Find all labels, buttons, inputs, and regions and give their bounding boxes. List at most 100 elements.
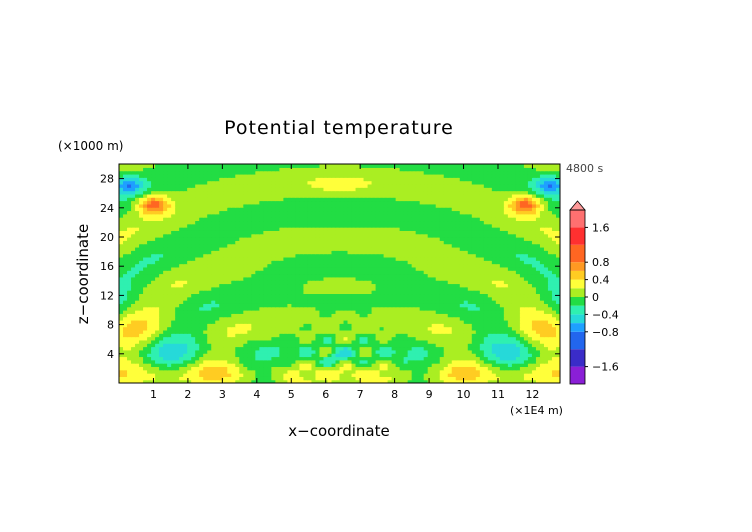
field-cell (543, 359, 549, 364)
field-cell (471, 359, 477, 364)
field-cell (251, 280, 256, 285)
field-cell (183, 296, 188, 301)
field-cell (471, 333, 477, 338)
field-cell (267, 310, 272, 314)
field-cell (383, 273, 389, 278)
field-cell (359, 319, 365, 324)
field-cell (535, 303, 541, 308)
field-cell (519, 339, 525, 344)
field-cell (535, 237, 541, 241)
field-cell (335, 260, 341, 265)
field-cell (391, 237, 397, 241)
field-cell (335, 286, 341, 291)
field-cell (199, 356, 204, 361)
field-cell (403, 379, 409, 383)
field-cell (263, 316, 268, 321)
field-cell (275, 369, 280, 374)
field-cell (503, 359, 509, 364)
field-cell (499, 250, 505, 255)
field-cell (531, 250, 537, 255)
field-cell (287, 349, 292, 354)
field-cell (231, 326, 236, 331)
field-cell (211, 363, 216, 368)
field-cell (487, 246, 493, 251)
field-cell (463, 250, 469, 255)
field-cell (551, 313, 557, 318)
field-cell (355, 339, 361, 344)
field-cell (175, 246, 180, 251)
field-cell (435, 270, 441, 275)
field-cell (499, 270, 505, 275)
field-cell (447, 379, 453, 383)
field-cell (355, 273, 361, 278)
field-cell (287, 316, 292, 321)
field-cell (123, 379, 128, 383)
field-cell (151, 329, 156, 334)
field-cell (407, 379, 413, 383)
field-cell (175, 250, 180, 255)
field-cell (363, 313, 369, 318)
field-cell (335, 250, 341, 255)
field-cell (167, 273, 172, 278)
field-cell (343, 270, 349, 275)
field-cell (187, 270, 192, 275)
field-cell (339, 356, 345, 361)
field-cell (507, 243, 513, 248)
field-cell (227, 273, 232, 278)
field-cell (295, 276, 301, 281)
field-cell (119, 306, 124, 311)
field-cell (319, 363, 325, 368)
field-cell (495, 359, 501, 364)
field-cell (391, 246, 397, 251)
field-cell (331, 276, 337, 281)
field-cell (219, 359, 224, 364)
field-cell (535, 379, 541, 383)
field-cell (163, 310, 168, 314)
field-cell (227, 243, 232, 248)
field-cell (439, 243, 445, 248)
field-cell (239, 256, 244, 261)
field-cell (135, 293, 140, 298)
field-cell (227, 286, 232, 291)
field-cell (375, 290, 381, 295)
field-cell (199, 359, 204, 364)
field-cell (179, 349, 184, 354)
field-cell (419, 266, 425, 271)
field-cell (135, 313, 140, 318)
field-cell (251, 369, 256, 374)
field-cell (227, 276, 232, 281)
field-cell (531, 310, 537, 314)
field-cell (283, 306, 288, 311)
field-cell (291, 290, 296, 295)
field-cell (375, 326, 381, 331)
field-cell (155, 260, 160, 265)
field-cell (491, 286, 497, 291)
field-cell (343, 303, 349, 308)
field-cell (307, 326, 313, 331)
field-cell (307, 310, 313, 314)
field-cell (227, 263, 232, 268)
field-cell (311, 329, 317, 334)
field-cell (287, 379, 292, 383)
field-cell (315, 306, 321, 311)
field-cell (495, 240, 501, 245)
field-cell (447, 237, 453, 241)
field-cell (271, 273, 276, 278)
field-cell (383, 369, 389, 374)
field-cell (527, 243, 533, 248)
field-cell (299, 276, 305, 281)
field-cell (139, 240, 144, 245)
field-cell (275, 323, 280, 328)
field-cell (435, 379, 441, 383)
field-cell (319, 343, 325, 348)
field-cell (175, 346, 180, 351)
field-cell (159, 329, 164, 334)
field-cell (543, 379, 549, 383)
field-cell (547, 366, 553, 371)
field-cell (319, 256, 325, 261)
field-cell (407, 303, 413, 308)
field-cell (543, 363, 549, 368)
field-cell (359, 280, 365, 285)
field-cell (327, 276, 333, 281)
field-cell (487, 339, 493, 344)
